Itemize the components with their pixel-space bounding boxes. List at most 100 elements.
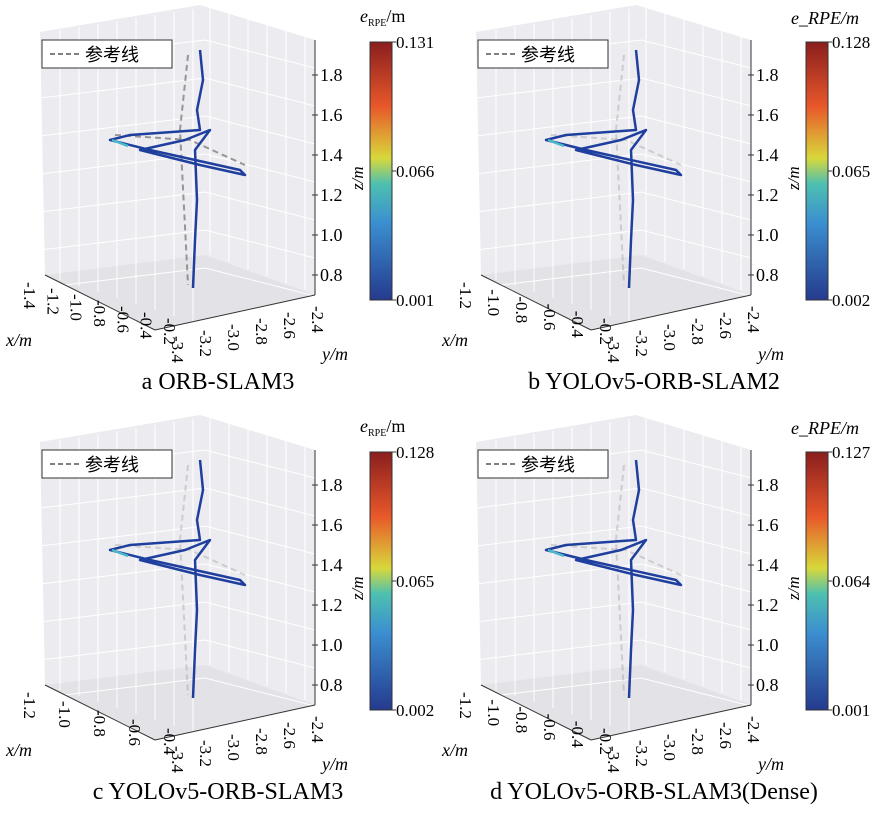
colorbar-tick-label: 0.127: [832, 443, 871, 462]
reference-line: [614, 54, 625, 286]
colorbar-tick-label: 0.001: [396, 291, 434, 310]
trajectory: [544, 459, 683, 699]
x-tick-label: -0.6: [540, 714, 559, 741]
y-tick-label: -3.0: [224, 734, 243, 761]
z-tick-label: 1.4: [320, 145, 343, 165]
z-tick-label: 0.8: [756, 265, 779, 285]
z-tick-label: 1.0: [756, 225, 779, 245]
trajectory: [108, 49, 247, 289]
x-tick-label: -0.6: [125, 719, 144, 746]
colorbar-title-unit: /m: [386, 416, 405, 436]
colorbar-tick-label: 0.128: [396, 443, 434, 462]
y-tick-label: -3.4: [604, 746, 623, 773]
z-tick-label: 1.0: [320, 635, 343, 655]
colorbar-title: e_RPE/m: [791, 8, 859, 28]
y-tick-label: -3.2: [196, 740, 215, 767]
trajectory: [544, 49, 683, 289]
colorbar-title-main: e: [360, 6, 368, 26]
pane-background: [40, 415, 315, 740]
grid-line: [640, 487, 752, 517]
y-tick-label: -2.4: [308, 716, 327, 743]
grid-line: [475, 115, 642, 137]
y-tick-label: -3.0: [224, 324, 243, 351]
floor-pane: [45, 255, 315, 330]
colorbar-tick-label: 0.002: [832, 291, 870, 310]
z-tick-label: 1.6: [320, 105, 343, 125]
x-axis-line: [480, 684, 592, 741]
z-tick-label: 1.8: [756, 65, 779, 85]
colorbar-tick-label: 0.001: [832, 701, 870, 720]
plot-3d: 0.8 1.0 1.2 1.4 1.6 1.8 -1.2 -1.0 -0.8 -0.6 -0.4 -0…: [441, 5, 870, 364]
grid-line: [640, 601, 752, 631]
grid-line: [204, 115, 316, 145]
grid-line: [204, 449, 316, 479]
reference-line: [114, 544, 246, 576]
grid-line: [39, 191, 206, 213]
trajectory-high-error: [547, 138, 565, 148]
z-tick-label: 1.0: [320, 225, 343, 245]
grid-line: [640, 267, 752, 297]
colorbar: [805, 41, 829, 301]
grid-line: [475, 487, 642, 509]
grid-line: [39, 525, 206, 547]
z-axis-label: z/m: [784, 576, 803, 601]
grid-line: [640, 525, 752, 555]
colorbar-title-sub: RPE: [368, 428, 386, 439]
colorbar-tick-label: 0.002: [396, 701, 434, 720]
grid-line: [640, 77, 752, 107]
y-axis-line: [154, 294, 316, 331]
x-axis-label: x/m: [5, 330, 32, 350]
pane-background: [476, 5, 751, 330]
x-tick-label: -0.8: [512, 296, 531, 323]
grid-line: [204, 639, 316, 669]
legend-box: [477, 39, 609, 69]
grid-line: [204, 267, 316, 297]
panel-caption: c YOLOv5-ORB-SLAM3: [92, 779, 344, 805]
y-tick-label: -2.4: [308, 306, 327, 333]
reference-line: [178, 464, 189, 696]
z-tick-label: 1.2: [320, 185, 343, 205]
x-axis-line: [480, 274, 592, 331]
reference-line: [550, 134, 682, 166]
trajectory: [108, 459, 247, 699]
grid-line: [204, 191, 316, 221]
y-axis-label: y/m: [320, 754, 348, 774]
colorbar-title: eRPE/m: [360, 416, 405, 439]
grid-line: [640, 677, 752, 707]
colorbar-title-main: e: [360, 416, 368, 436]
panel-caption: b YOLOv5-ORB-SLAM2: [528, 369, 780, 395]
y-tick-label: -3.0: [660, 324, 679, 351]
grid-line: [475, 525, 642, 547]
z-axis-label: z/m: [348, 166, 367, 191]
floor-pane: [481, 665, 751, 740]
z-tick-label: 1.2: [320, 595, 343, 615]
grid-line: [39, 115, 206, 137]
grid-line: [39, 677, 206, 699]
y-tick-label: -3.4: [168, 746, 187, 773]
x-tick-label: -0.8: [90, 710, 109, 737]
grid-line: [204, 487, 316, 517]
trajectory-high-error: [111, 138, 129, 148]
grid-line: [39, 267, 206, 289]
z-tick-label: 0.8: [756, 675, 779, 695]
colorbar-title: e_RPE/m: [791, 418, 859, 438]
reference-line: [114, 134, 246, 166]
colorbar-title-sub: RPE: [368, 18, 386, 29]
legend-label: 参考线: [85, 455, 139, 476]
y-tick-label: -2.6: [716, 312, 735, 339]
x-tick-label: -0.2: [596, 728, 615, 755]
colorbar-tick-label: 0.065: [832, 162, 870, 181]
y-tick-label: -2.8: [688, 318, 707, 345]
z-tick-label: 1.0: [756, 635, 779, 655]
axes-3d: 0.8 1.0 1.2 1.4 1.6 1.8 -1.2 -1.0 -0.8 -0.6 -0.4 -0…: [441, 5, 803, 364]
x-axis-label: x/m: [5, 740, 32, 760]
y-tick-label: -3.2: [632, 330, 651, 357]
z-axis-label: z/m: [784, 166, 803, 191]
z-tick-label: 1.6: [320, 515, 343, 535]
legend-box: [41, 39, 173, 69]
grid-line: [204, 563, 316, 593]
legend-label: 参考线: [521, 45, 575, 66]
colorbar: [369, 41, 393, 301]
x-tick-label: -1.2: [456, 692, 475, 719]
grid-line: [640, 563, 752, 593]
